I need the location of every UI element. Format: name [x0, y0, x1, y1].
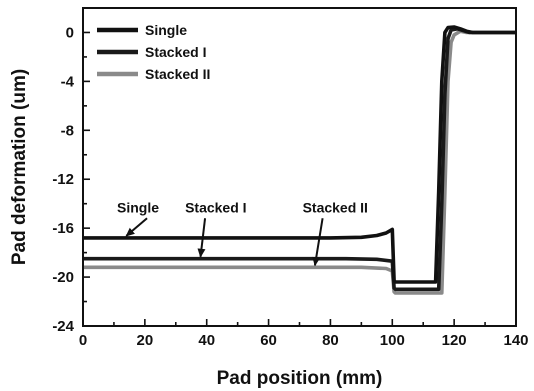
annotation-arrow [197, 218, 207, 258]
annotation-label: Single [117, 199, 159, 215]
series-layer [83, 25, 516, 295]
legend-label: Stacked II [145, 66, 210, 82]
y-axis-ticks: 0 -4 -8 -12 -16 -20 -24 [52, 7, 90, 335]
y-tick-label: -4 [61, 73, 75, 90]
y-tick-label: -20 [52, 269, 74, 286]
y-tick-label: -8 [61, 122, 74, 139]
plot-frame [82, 7, 517, 327]
x-tick-label: 100 [380, 332, 405, 349]
y-tick-label: 0 [66, 24, 74, 41]
x-tick-label: 140 [503, 332, 528, 349]
x-tick-label: 0 [79, 332, 87, 349]
series-line-single [83, 25, 516, 284]
legend-label: Stacked I [145, 44, 206, 60]
x-tick-label: 20 [137, 332, 154, 349]
y-axis-title: Pad deformation (um) [9, 69, 30, 265]
legend: Single Stacked I Stacked II [97, 22, 210, 82]
annotation-label: Stacked I [185, 199, 246, 215]
annotation-layer: Single Stacked I Stacked II [117, 199, 368, 267]
x-tick-label: 80 [322, 332, 339, 349]
y-tick-label: -24 [52, 318, 74, 335]
x-tick-label: 60 [260, 332, 277, 349]
annotation-label: Stacked II [303, 199, 368, 215]
x-tick-label: 40 [198, 332, 215, 349]
x-tick-label: 120 [442, 332, 467, 349]
y-tick-label: -16 [52, 220, 74, 237]
legend-label: Single [145, 22, 187, 38]
annotation-arrow [312, 218, 324, 267]
y-tick-label: -12 [52, 171, 74, 188]
x-axis-title: Pad position (mm) [217, 368, 383, 389]
x-axis-ticks: 0 20 40 60 80 100 120 140 [79, 319, 529, 349]
annotation-arrow [125, 217, 148, 237]
